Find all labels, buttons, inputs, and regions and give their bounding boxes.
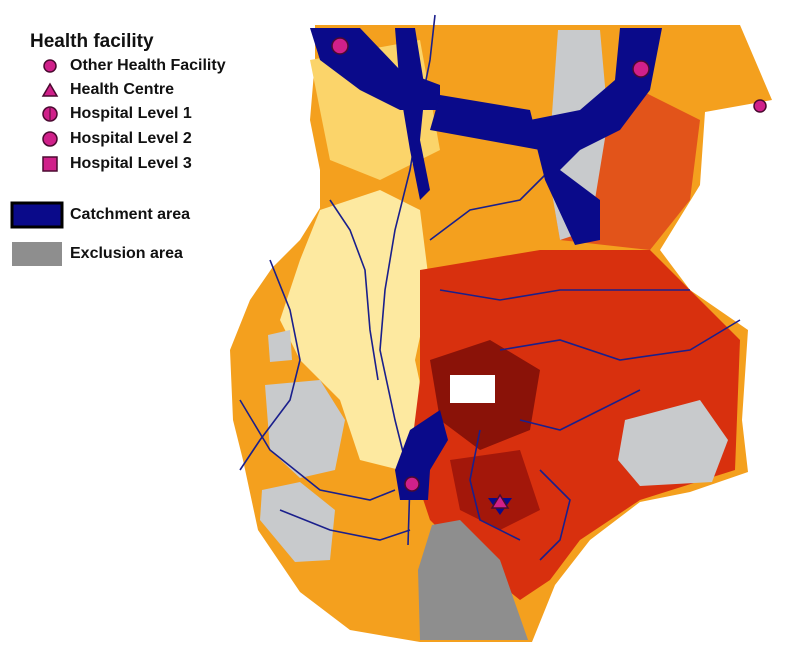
legend-symbol bbox=[10, 201, 64, 229]
legend-symbol bbox=[41, 82, 59, 97]
legend-entry: Hospital Level 3 bbox=[70, 155, 192, 172]
river bbox=[429, 174, 546, 241]
urban-patch bbox=[450, 375, 495, 403]
legend-symbol bbox=[43, 59, 57, 73]
hospital-level-1 bbox=[331, 37, 349, 55]
hospital-level-2 bbox=[404, 476, 420, 492]
river bbox=[439, 289, 690, 301]
low-zone bbox=[280, 190, 430, 470]
catchment-area bbox=[395, 28, 430, 200]
river bbox=[469, 429, 521, 541]
river bbox=[279, 509, 411, 541]
river bbox=[239, 259, 301, 471]
river bbox=[519, 389, 641, 431]
exclusion-area bbox=[418, 520, 528, 640]
legend-symbol bbox=[12, 242, 62, 266]
legend-entry: Catchment area bbox=[70, 206, 190, 223]
river bbox=[239, 399, 396, 501]
map-base bbox=[230, 25, 772, 642]
legend-entry: Hospital Level 2 bbox=[70, 130, 192, 147]
legend-entry: Health Centre bbox=[70, 81, 174, 98]
river bbox=[499, 319, 741, 361]
health-centre bbox=[490, 493, 510, 509]
hospital-level-1 bbox=[632, 60, 650, 78]
exclusion-area bbox=[265, 380, 345, 478]
exclusion-area bbox=[260, 482, 335, 562]
legend-entry: Other Health Facility bbox=[70, 57, 226, 74]
other-health-facility bbox=[753, 99, 767, 113]
exclusion-area bbox=[618, 400, 728, 486]
legend-symbol bbox=[42, 156, 58, 172]
legend-entry: Hospital Level 1 bbox=[70, 105, 192, 122]
legend-symbol bbox=[42, 131, 58, 147]
catchment-areas bbox=[310, 28, 662, 515]
facilities bbox=[331, 37, 767, 509]
legend: Health facility Other Health Facility He… bbox=[10, 31, 226, 266]
river bbox=[329, 199, 379, 381]
catchment-area bbox=[430, 95, 540, 150]
legend-entry: Exclusion area bbox=[70, 245, 183, 262]
river bbox=[539, 469, 571, 561]
catchment-area bbox=[530, 28, 662, 245]
exclusion-area bbox=[268, 330, 292, 362]
legend-title: Health facility bbox=[30, 31, 154, 52]
